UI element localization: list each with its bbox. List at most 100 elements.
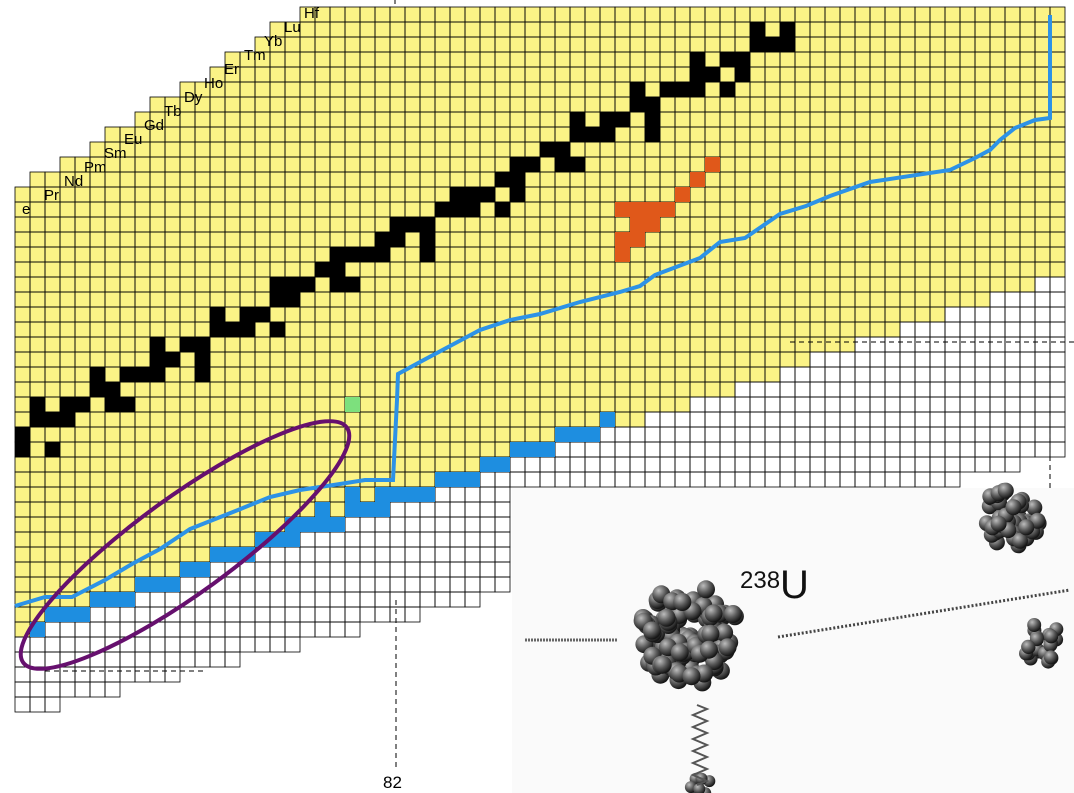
nuclide-cell [944,336,961,353]
stable-nuclide-cell [780,22,795,37]
known-nuclide-cell [345,337,360,352]
nuclide-cell [704,456,721,473]
known-nuclide-cell [900,7,915,22]
known-nuclide-cell [240,157,255,172]
known-nuclide-cell [435,37,450,52]
nuclide-cell [839,351,856,368]
known-nuclide-cell [270,262,285,277]
nuclide-cell [929,411,946,428]
known-nuclide-cell [675,352,690,367]
known-nuclide-cell [1035,262,1050,277]
known-nuclide-cell [120,307,135,322]
known-nuclide-cell [135,202,150,217]
known-nuclide-cell [825,292,840,307]
known-nuclide-cell [735,352,750,367]
known-nuclide-cell [450,427,465,442]
nuclide-cell [989,396,1006,413]
known-nuclide-cell [990,232,1005,247]
nuclide-cell [89,681,106,698]
stable-nuclide-cell [690,67,705,82]
known-nuclide-cell [450,247,465,262]
known-nuclide-cell [390,247,405,262]
nuclide-cell [1049,336,1066,353]
nuclide-cell [344,576,361,593]
known-nuclide-cell [540,22,555,37]
known-nuclide-cell [450,322,465,337]
known-nuclide-cell [240,352,255,367]
known-nuclide-cell [135,232,150,247]
known-nuclide-cell [375,187,390,202]
known-nuclide-cell [75,382,90,397]
known-nuclide-cell [60,172,75,187]
nuclide-cell [1034,381,1051,398]
known-nuclide-cell [480,442,495,457]
known-nuclide-cell [225,307,240,322]
known-nuclide-cell [600,352,615,367]
known-nuclide-cell [30,307,45,322]
known-nuclide-cell [705,97,720,112]
known-nuclide-cell [135,487,150,502]
known-nuclide-cell [960,67,975,82]
known-nuclide-cell [735,262,750,277]
known-nuclide-cell [90,397,105,412]
known-nuclide-cell [855,112,870,127]
known-nuclide-cell [1035,22,1050,37]
nuclide-cell [374,606,391,623]
nuclide-cell [164,651,181,668]
known-nuclide-cell [420,292,435,307]
known-nuclide-cell [345,262,360,277]
known-nuclide-cell [600,202,615,217]
known-nuclide-cell [120,547,135,562]
known-nuclide-cell [375,457,390,472]
known-nuclide-cell [75,532,90,547]
nuclide-cell [164,591,181,608]
known-nuclide-cell [210,277,225,292]
nuclide-cell [989,456,1006,473]
known-nuclide-cell [480,7,495,22]
nuclide-cell [899,456,916,473]
known-nuclide-cell [615,352,630,367]
nuclide-cell [209,651,226,668]
known-nuclide-cell [255,172,270,187]
stable-nuclide-cell [120,367,135,382]
known-nuclide-cell [450,367,465,382]
known-nuclide-cell [630,37,645,52]
known-nuclide-cell [555,232,570,247]
known-nuclide-cell [375,412,390,427]
known-nuclide-cell [150,262,165,277]
known-nuclide-cell [480,262,495,277]
nuclide-cell [959,321,976,338]
known-nuclide-cell [675,382,690,397]
known-nuclide-cell [300,97,315,112]
nuclide-cell [899,336,916,353]
known-nuclide-cell [780,277,795,292]
nuclide-cell [104,621,121,638]
known-nuclide-cell [375,82,390,97]
known-nuclide-cell [570,337,585,352]
known-nuclide-cell [165,202,180,217]
known-nuclide-cell [180,217,195,232]
known-nuclide-cell [45,562,60,577]
known-nuclide-cell [735,22,750,37]
known-nuclide-cell [960,232,975,247]
known-nuclide-cell [870,52,885,67]
known-nuclide-cell [285,457,300,472]
known-nuclide-cell [795,97,810,112]
known-nuclide-cell [90,562,105,577]
known-nuclide-cell [420,427,435,442]
known-nuclide-cell [765,82,780,97]
known-nuclide-cell [105,517,120,532]
known-nuclide-cell [735,202,750,217]
known-nuclide-cell [30,472,45,487]
nuclide-cell [1049,291,1066,308]
known-nuclide-cell [45,487,60,502]
known-nuclide-cell [675,397,690,412]
known-nuclide-cell [615,307,630,322]
known-nuclide-cell [945,142,960,157]
nuclide-cell [599,441,616,458]
known-nuclide-cell [885,97,900,112]
known-nuclide-cell [630,112,645,127]
known-nuclide-cell [105,232,120,247]
known-nuclide-cell [630,337,645,352]
known-nuclide-cell [375,127,390,142]
